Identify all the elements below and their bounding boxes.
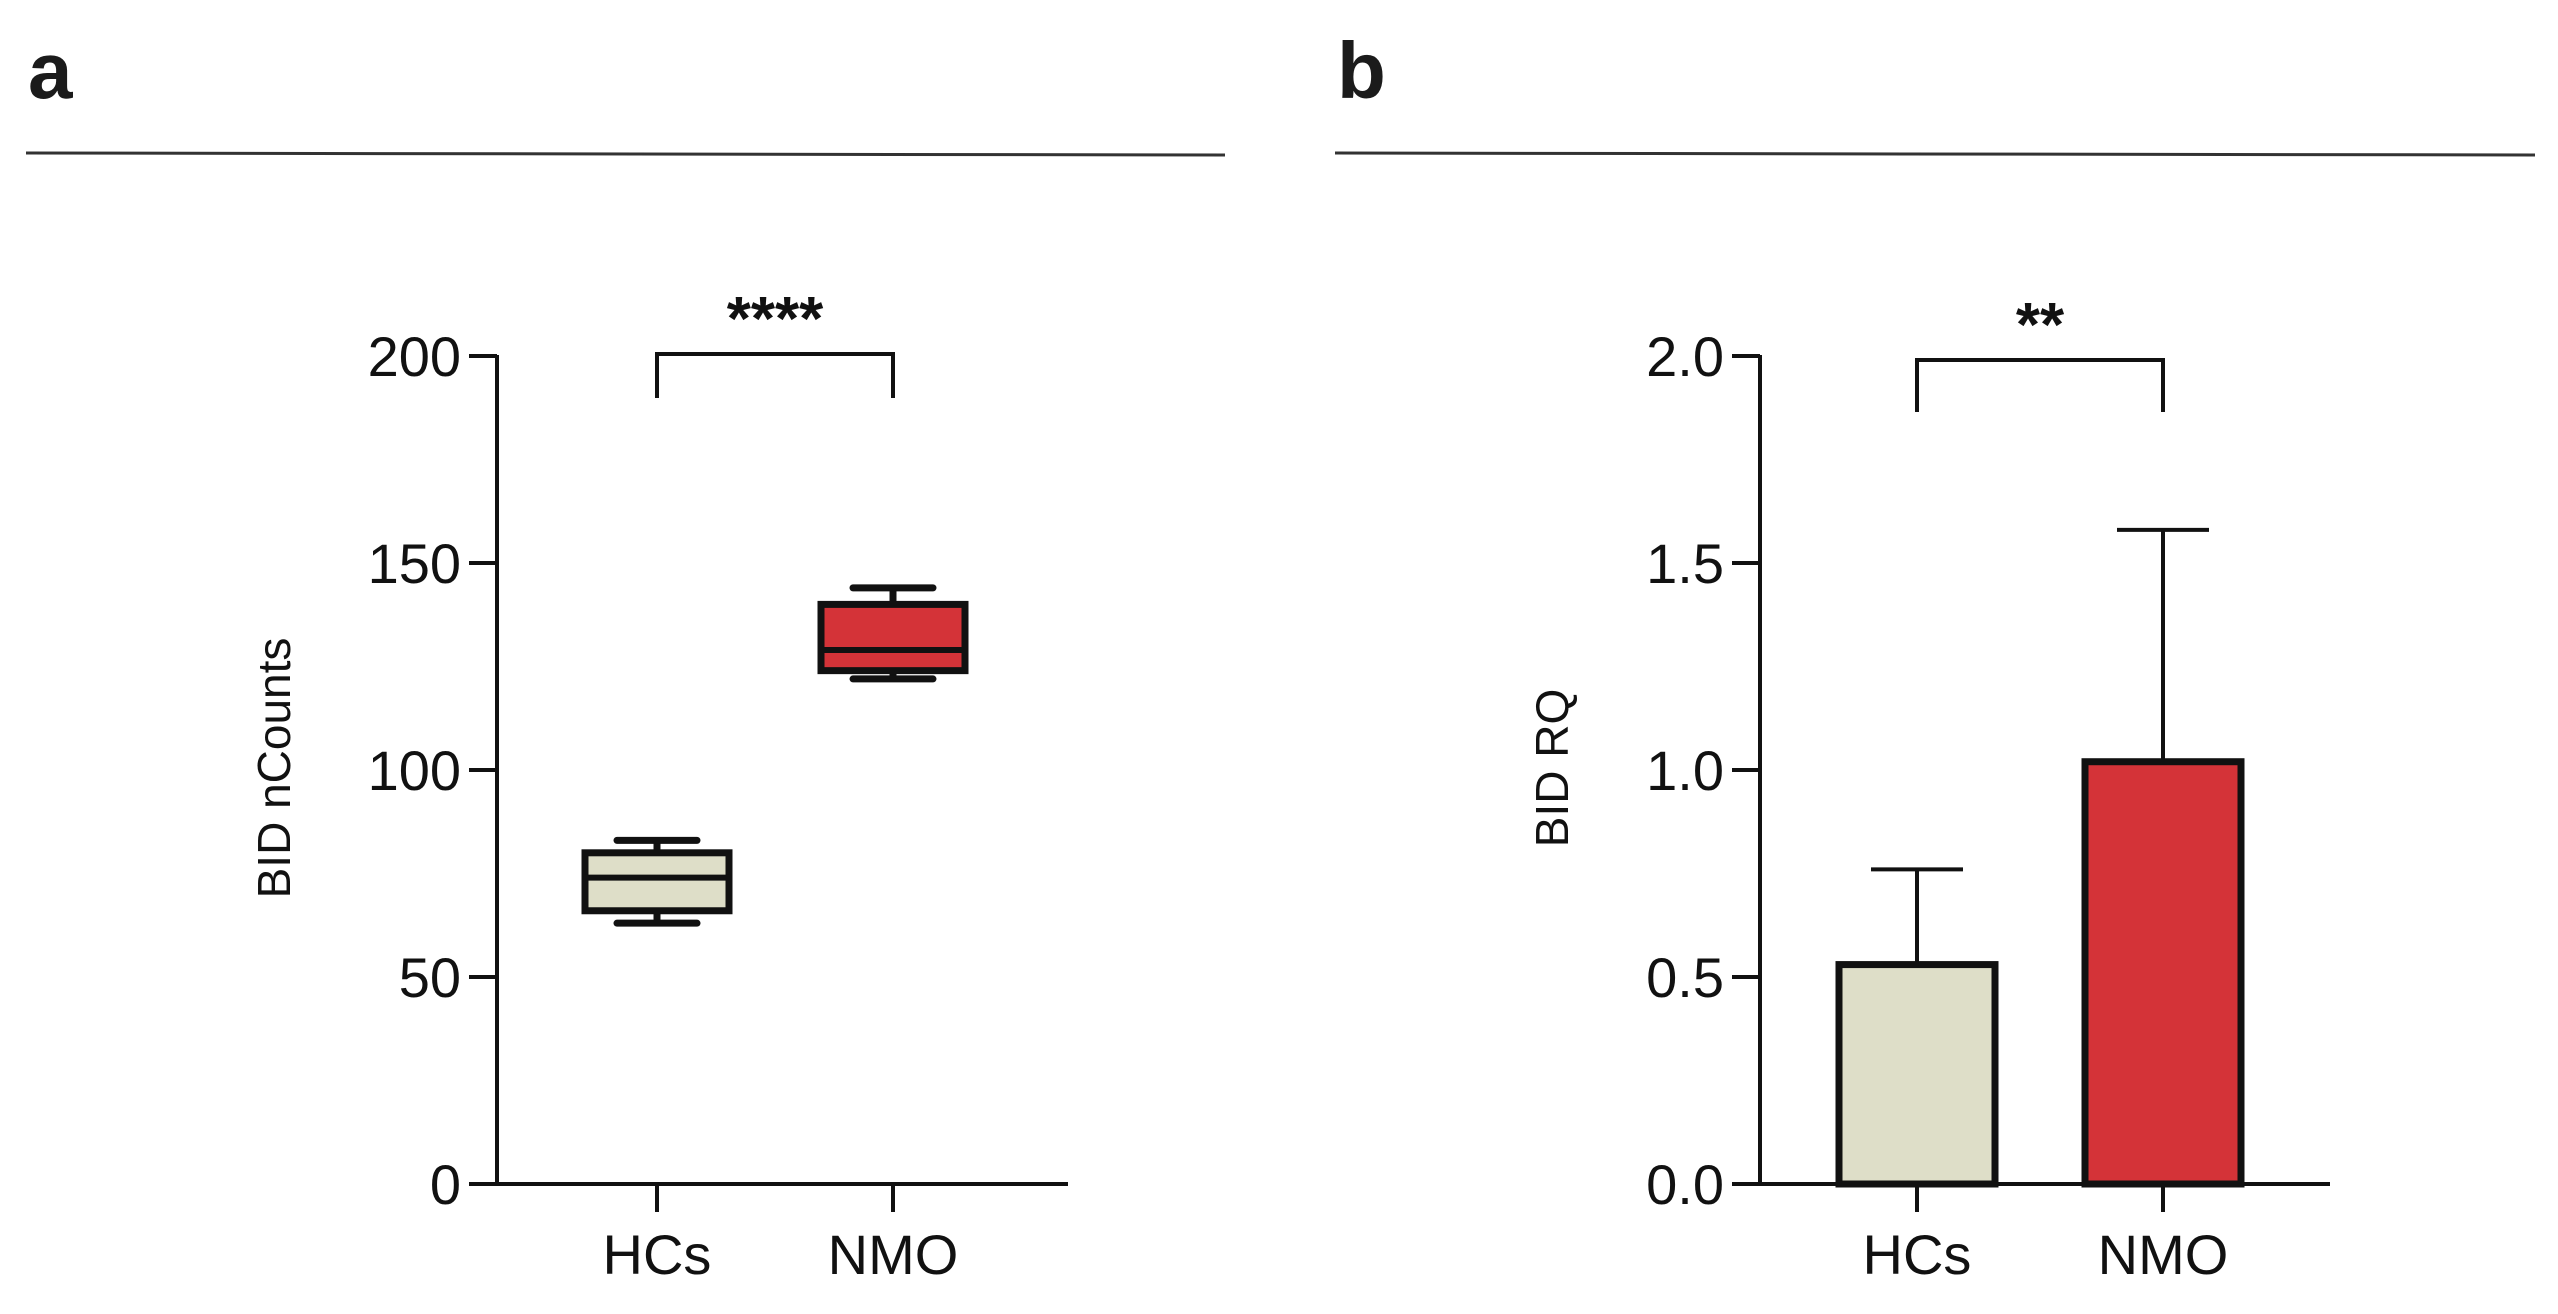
- y-tick-label: 150: [368, 532, 461, 595]
- panel-a-axes: 0 50 100 150 200 HCs NMO: [368, 325, 1068, 1286]
- panel-b-y-axis-title: BID RQ: [1526, 689, 1578, 847]
- panel-a-y-axis-title: BID nCounts: [248, 638, 300, 899]
- box-body: [581, 849, 733, 915]
- x-tick-label: NMO: [828, 1223, 959, 1286]
- y-tick-label: 100: [368, 739, 461, 802]
- box-body: [817, 600, 969, 675]
- bar: [1835, 961, 1999, 1188]
- panel-b: b 0.0 0.5 1.0 1.5 2.0 HCs NMO ** BID RQ: [1334, 26, 2536, 1286]
- y-tick-label: 0.0: [1646, 1153, 1724, 1216]
- bracket-line: [655, 352, 895, 398]
- y-tick-label: 0: [430, 1153, 461, 1216]
- y-tick-label: 0.5: [1646, 946, 1724, 1009]
- significance-bracket: ****: [655, 285, 895, 398]
- x-tick-label: NMO: [2098, 1223, 2229, 1286]
- panel-b-marks: **: [1835, 291, 2245, 1188]
- box-nmo: [817, 584, 969, 683]
- x-tick-label: HCs: [1863, 1223, 1972, 1286]
- panel-b-divider: [1334, 151, 2536, 157]
- significance-label: **: [2016, 291, 2065, 360]
- y-tick-label: 1.5: [1646, 532, 1724, 595]
- panel-b-letter: b: [1337, 26, 1386, 115]
- panel-a-marks: ****: [581, 285, 969, 927]
- panel-a-divider: [25, 151, 1226, 157]
- y-tick-label: 50: [399, 946, 461, 1009]
- panel-b-axes: 0.0 0.5 1.0 1.5 2.0 HCs NMO: [1646, 325, 2330, 1286]
- y-tick-label: 200: [368, 325, 461, 388]
- significance-bracket: **: [1915, 291, 2165, 412]
- panel-a-letter: a: [28, 26, 73, 115]
- panel-a: a 0 50 100 150 200 HCs NMO **** BID nCounts: [25, 26, 1226, 1286]
- box-hcs: [581, 836, 733, 927]
- x-tick-label: HCs: [603, 1223, 712, 1286]
- y-tick-label: 2.0: [1646, 325, 1724, 388]
- y-tick-label: 1.0: [1646, 739, 1724, 802]
- significance-label: ****: [727, 285, 824, 354]
- bar-nmo: [2081, 527, 2245, 1188]
- bar: [2081, 758, 2245, 1188]
- bar-hcs: [1835, 867, 1999, 1188]
- bracket-line: [1915, 358, 2165, 412]
